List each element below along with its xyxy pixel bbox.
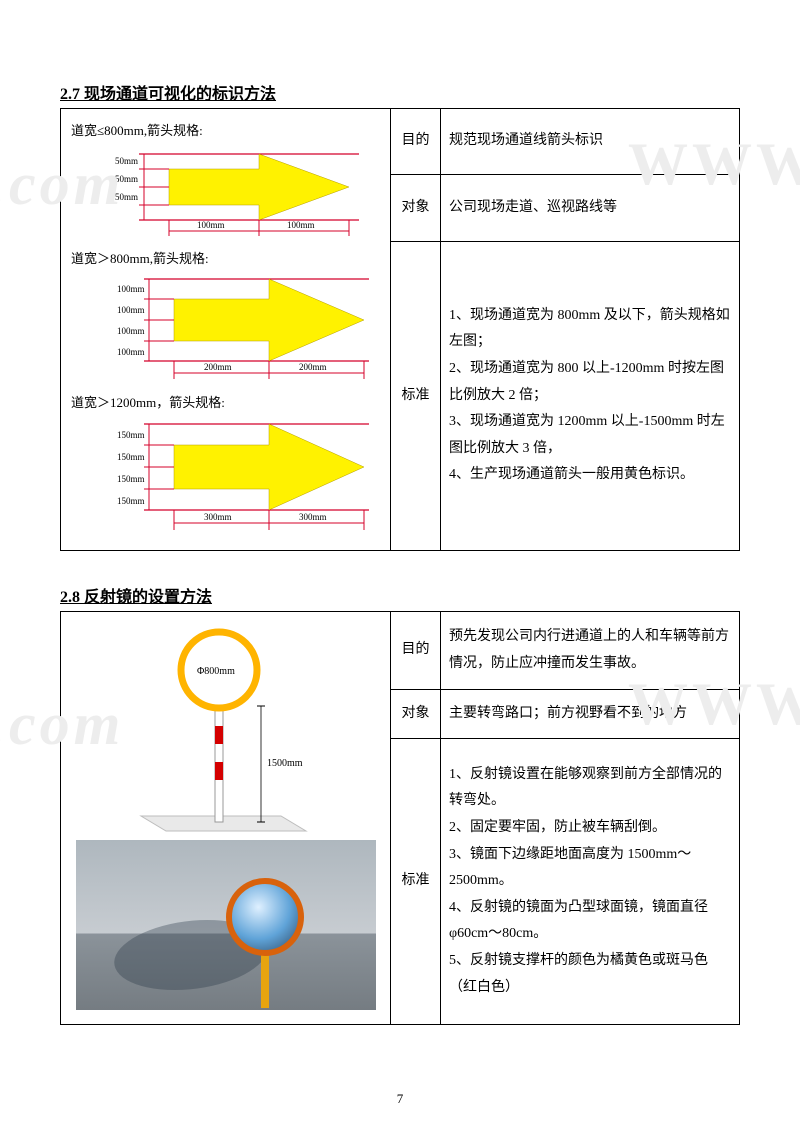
mirror-diagrams-cell: Φ800mm 1500mm bbox=[61, 612, 391, 1025]
arrow-2-svg: 100mm 100mm 100mm 100mm 200mm 200mm bbox=[69, 273, 369, 385]
page-number: 7 bbox=[0, 1091, 800, 1107]
dim-label: 150mm bbox=[117, 474, 145, 484]
dim-label: 200mm bbox=[204, 362, 232, 372]
dim-label: 50mm bbox=[115, 192, 138, 202]
row-text-standard-28: 1、反射镜设置在能够观察到前方全部情况的转弯处。 2、固定要牢固，防止被车辆刮倒… bbox=[441, 739, 740, 1025]
dim-label: 300mm bbox=[204, 512, 232, 522]
std-line: 5、反射镜支撑杆的颜色为橘黄色或斑马色（红白色） bbox=[449, 948, 731, 1001]
dim-label: 150mm bbox=[117, 430, 145, 440]
arrow-1-title: 道宽≤800mm,箭头规格: bbox=[71, 119, 382, 144]
row-text-purpose: 规范现场通道线箭头标识 bbox=[441, 109, 740, 175]
mirror-height-label: 1500mm bbox=[267, 758, 303, 769]
dim-label: 50mm bbox=[115, 174, 138, 184]
dim-label: 100mm bbox=[197, 220, 225, 230]
row-text-target: 公司现场走道、巡视路线等 bbox=[441, 175, 740, 241]
arrow-spec-3: 道宽＞1200mm，箭头规格: 150mm 150mm 150mm 150mm bbox=[69, 391, 382, 536]
dim-label: 100mm bbox=[117, 305, 145, 315]
row-text-target-28: 主要转弯路口；前方视野看不到的地方 bbox=[441, 690, 740, 739]
row-label-purpose: 目的 bbox=[391, 109, 441, 175]
section-2-7-table: 道宽≤800mm,箭头规格: 50mm 50mm 50mm bbox=[60, 108, 740, 551]
row-text-purpose-28: 预先发现公司内行进通道上的人和车辆等前方情况，防止应冲撞而发生事故。 bbox=[441, 612, 740, 690]
row-label-standard: 标准 bbox=[391, 241, 441, 550]
dim-label: 200mm bbox=[299, 362, 327, 372]
mirror-photo bbox=[76, 840, 376, 1010]
dim-label: 300mm bbox=[299, 512, 327, 522]
mirror-diameter-label: Φ800mm bbox=[197, 666, 235, 677]
dim-label: 50mm bbox=[115, 156, 138, 166]
arrow-diagrams-cell: 道宽≤800mm,箭头规格: 50mm 50mm 50mm bbox=[61, 109, 391, 551]
std-line: 2、固定要牢固，防止被车辆刮倒。 bbox=[449, 815, 731, 842]
std-line: 4、生产现场通道箭头一般用黄色标识。 bbox=[449, 462, 731, 489]
std-line: 1、现场通道宽为 800mm 及以下，箭头规格如左图； bbox=[449, 303, 731, 356]
arrow-1-svg: 50mm 50mm 50mm 100mm 100mm bbox=[69, 146, 359, 241]
dim-label: 100mm bbox=[287, 220, 315, 230]
photo-mirror-icon bbox=[226, 878, 304, 956]
arrow-3-svg: 150mm 150mm 150mm 150mm 300mm 300mm bbox=[69, 418, 369, 536]
arrow-3-title: 道宽＞1200mm，箭头规格: bbox=[71, 391, 382, 416]
std-line: 3、镜面下边缘距地面高度为 1500mm～2500mm。 bbox=[449, 842, 731, 895]
row-text-standard: 1、现场通道宽为 800mm 及以下，箭头规格如左图； 2、现场通道宽为 800… bbox=[441, 241, 740, 550]
dim-label: 150mm bbox=[117, 496, 145, 506]
std-line: 1、反射镜设置在能够观察到前方全部情况的转弯处。 bbox=[449, 762, 731, 815]
row-label-purpose-28: 目的 bbox=[391, 612, 441, 690]
row-label-standard-28: 标准 bbox=[391, 739, 441, 1025]
photo-pole bbox=[261, 950, 269, 1008]
row-label-target-28: 对象 bbox=[391, 690, 441, 739]
row-label-target: 对象 bbox=[391, 175, 441, 241]
std-line: 4、反射镜的镜面为凸型球面镜，镜面直径φ60cm～80cm。 bbox=[449, 895, 731, 948]
std-line: 2、现场通道宽为 800 以上-1200mm 时按左图比例放大 2 倍； bbox=[449, 356, 731, 409]
dim-label: 100mm bbox=[117, 284, 145, 294]
dim-label: 150mm bbox=[117, 452, 145, 462]
arrow-spec-1: 道宽≤800mm,箭头规格: 50mm 50mm 50mm bbox=[69, 119, 382, 241]
section-2-7-title: 2.7 现场通道可视化的标识方法 bbox=[60, 80, 740, 104]
arrow-2-title: 道宽＞800mm,箭头规格: bbox=[71, 247, 382, 272]
std-line: 3、现场通道宽为 1200mm 以上-1500mm 时左图比例放大 3 倍， bbox=[449, 409, 731, 462]
dim-label: 100mm bbox=[117, 326, 145, 336]
arrow-spec-2: 道宽＞800mm,箭头规格: 100mm 100mm 100mm 100mm bbox=[69, 247, 382, 386]
mirror-diagram-svg: Φ800mm 1500mm bbox=[111, 626, 341, 836]
section-2-8-title: 2.8 反射镜的设置方法 bbox=[60, 583, 740, 607]
dim-label: 100mm bbox=[117, 347, 145, 357]
section-2-8-table: Φ800mm 1500mm 目的 预先发现公司内行进通道上的人和车辆等前方情况，… bbox=[60, 611, 740, 1025]
